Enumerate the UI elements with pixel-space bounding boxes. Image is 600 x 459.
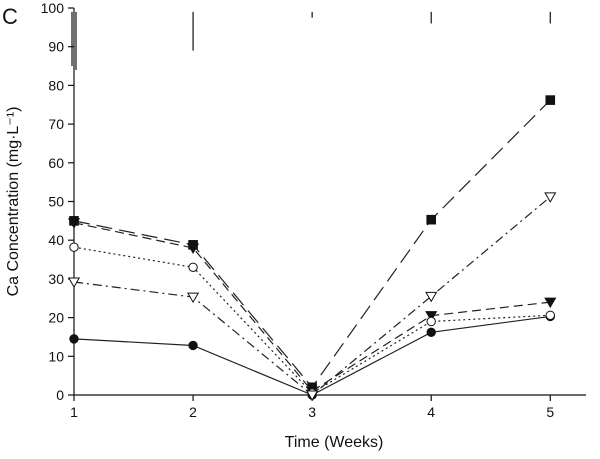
y-ticks: 0 10 20 30 40 50 60 70 80 90 100 [41, 0, 74, 403]
data-point [187, 243, 200, 254]
data-point [426, 316, 436, 327]
series-filled-triangle [67, 218, 557, 398]
data-point [306, 390, 319, 401]
series-open-circle [69, 242, 555, 398]
data-point [426, 327, 436, 338]
y-tick-label: 60 [48, 155, 64, 171]
data-point [544, 192, 557, 203]
data-point [545, 95, 556, 105]
series-line [73, 222, 551, 392]
x-tick-label: 3 [308, 404, 316, 420]
axes [73, 8, 586, 396]
y-tick-label: 30 [48, 271, 64, 287]
y-tick-label: 50 [48, 194, 64, 210]
data-point [188, 262, 198, 272]
series-open-triangle [67, 192, 557, 401]
data-point [425, 291, 438, 303]
series-group [67, 95, 557, 401]
y-axis-title: Ca Concentration (mg·L⁻¹) [5, 107, 22, 297]
y-tick-label: 20 [48, 310, 64, 326]
series-line [73, 246, 551, 394]
panel-label: C [2, 4, 18, 29]
x-tick-label: 2 [189, 404, 197, 420]
series-line [73, 99, 551, 389]
data-point [188, 340, 198, 351]
y-tick-label: 70 [48, 116, 64, 132]
data-point [67, 218, 81, 229]
y-tick-label: 40 [48, 232, 64, 248]
data-point [67, 277, 81, 288]
y-tick-label: 10 [48, 348, 64, 364]
y-tick-label: 0 [56, 387, 64, 403]
x-tick-label: 5 [546, 404, 554, 420]
y-tick-label: 80 [48, 77, 64, 93]
data-point [69, 334, 79, 344]
series-filled-square [69, 95, 556, 393]
x-tick-label: 4 [427, 404, 435, 420]
error-bars [71, 11, 551, 70]
data-point [69, 242, 79, 252]
data-point [425, 311, 438, 322]
data-point [545, 310, 555, 320]
series-line [73, 196, 551, 396]
x-tick-label: 1 [70, 404, 78, 420]
data-point [187, 292, 200, 304]
data-point [426, 214, 437, 225]
x-axis-title: Time (Weeks) [285, 434, 384, 451]
y-tick-label: 90 [48, 39, 64, 55]
data-point [544, 297, 557, 309]
y-tick-label: 100 [41, 0, 65, 16]
